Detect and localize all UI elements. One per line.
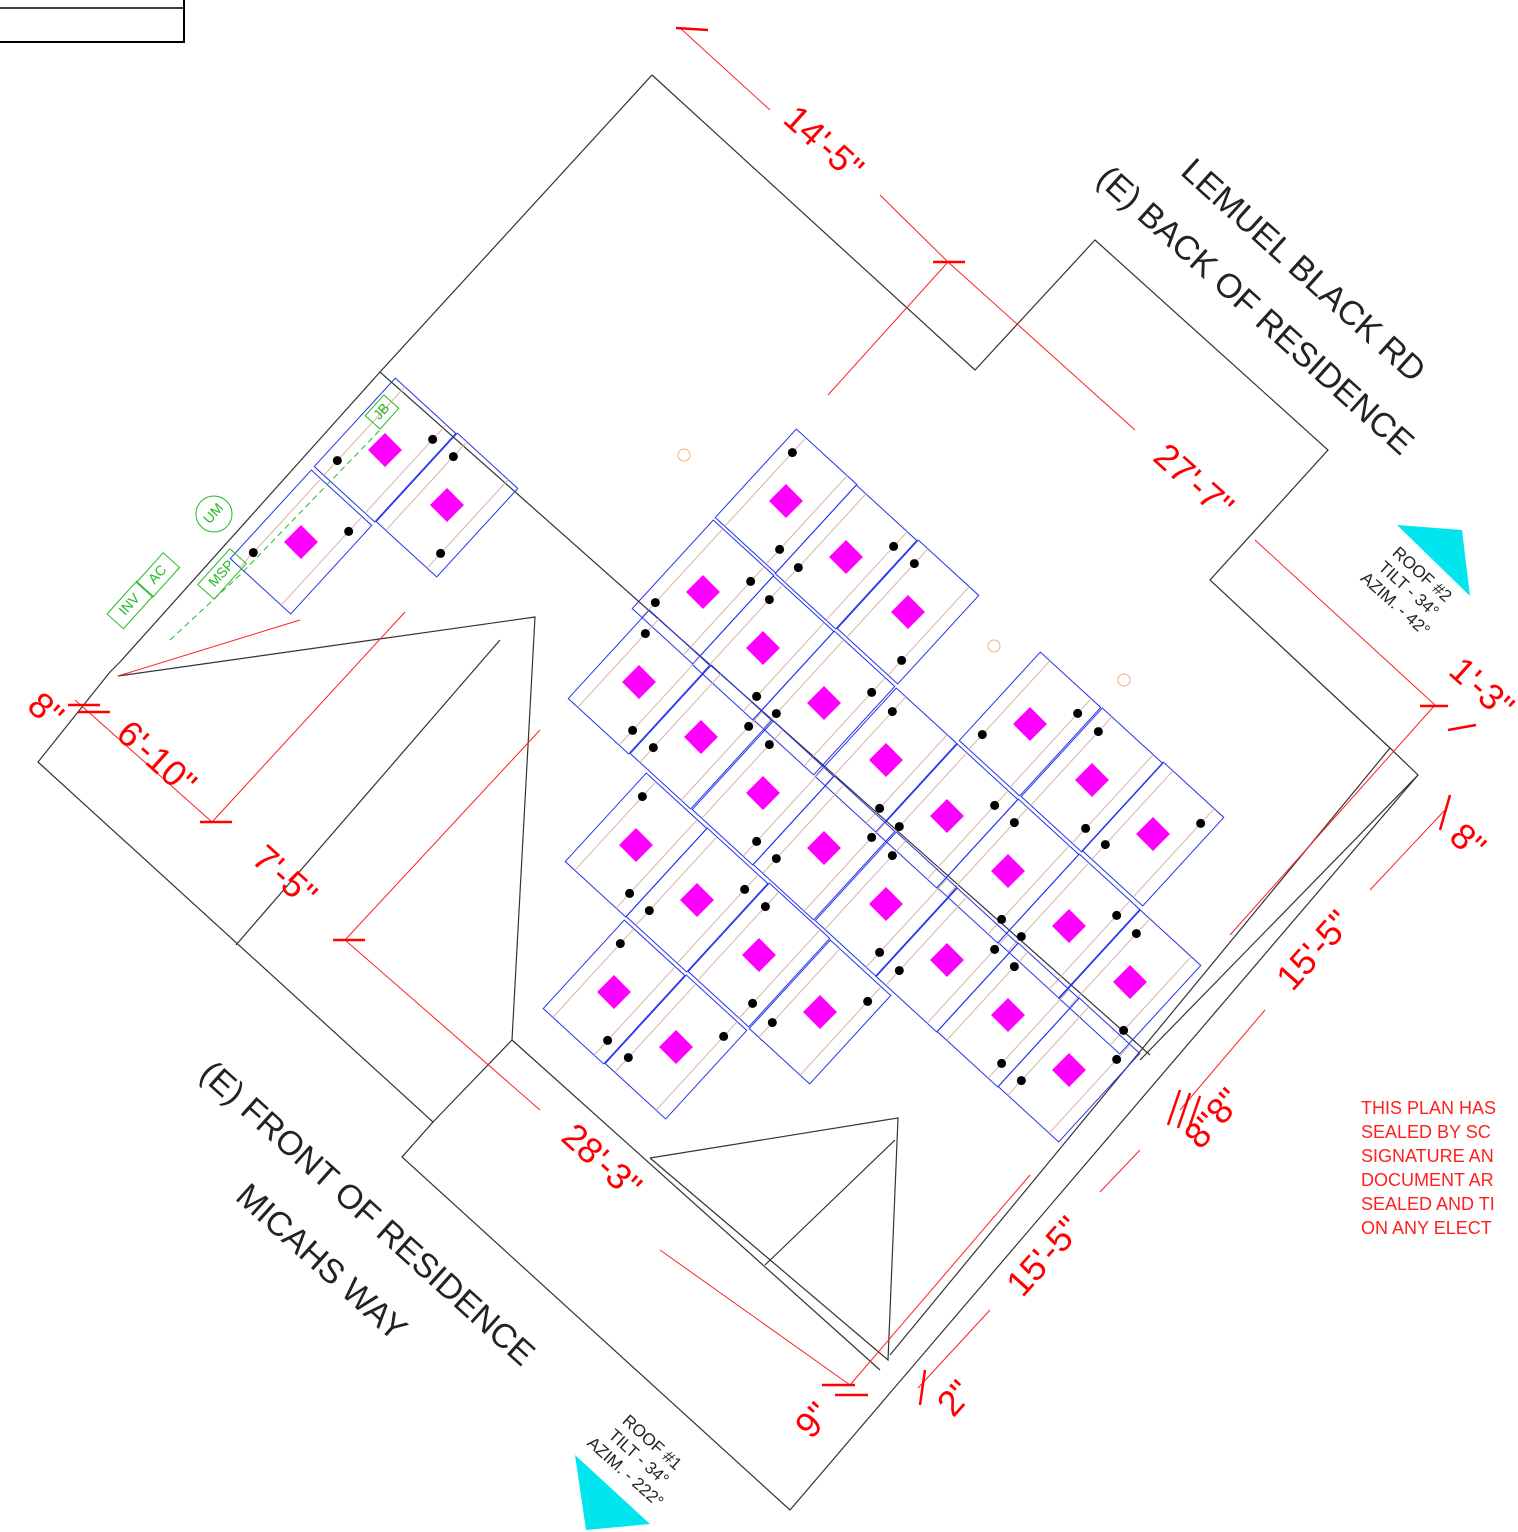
optimizer	[1052, 909, 1086, 943]
note-line: SEALED BY SC	[1361, 1122, 1491, 1142]
note: THIS PLAN HAS SEALED BY SC SIGNATURE AN DOC…	[1361, 1098, 1496, 1238]
optimizer	[1013, 707, 1047, 741]
optimizer	[622, 665, 656, 699]
optimizer	[930, 799, 964, 833]
optimizer	[769, 484, 803, 518]
note-line: SIGNATURE AN	[1361, 1146, 1494, 1166]
optimizer	[684, 720, 718, 754]
optimizer	[430, 488, 464, 522]
dimension-label: 1'-3"	[1442, 649, 1518, 727]
vent	[678, 449, 690, 461]
dimension-label: 8"	[20, 684, 72, 736]
optimizer	[1136, 817, 1170, 851]
optimizer	[619, 828, 653, 862]
note-line: DOCUMENT AR	[1361, 1170, 1494, 1190]
solar-panel	[688, 883, 830, 1027]
title-box	[0, 0, 184, 42]
solar-panel	[815, 688, 957, 832]
solar-panel	[837, 540, 979, 684]
street-label: MICAHS WAY	[229, 1176, 414, 1348]
dimension-label: 8"8"	[1176, 1080, 1250, 1156]
optimizer	[869, 743, 903, 777]
dimension-label: 15'-5"	[998, 1208, 1090, 1304]
dimension-label: 14'-5"	[776, 97, 872, 189]
optimizer	[742, 938, 776, 972]
optimizer	[930, 943, 964, 977]
solar-panel	[543, 920, 685, 1064]
optimizer	[686, 575, 720, 609]
optimizer	[659, 1030, 693, 1064]
solar-panel	[314, 378, 456, 522]
dimension-label: 2"	[929, 1372, 981, 1424]
optimizer	[891, 595, 925, 629]
equipment-label: INV	[115, 590, 143, 619]
solar-panel	[959, 652, 1101, 796]
optimizer	[1052, 1053, 1086, 1087]
optimizer	[746, 631, 780, 665]
solar-panels	[230, 378, 1224, 1142]
solar-panel	[376, 433, 518, 577]
note-line: ON ANY ELECT	[1361, 1218, 1492, 1238]
note-line: THIS PLAN HAS	[1361, 1098, 1496, 1118]
optimizer	[680, 883, 714, 917]
dimension-label: 7'-5"	[245, 837, 326, 915]
dimension-label: 9"	[787, 1394, 839, 1446]
dimension-label: 27'-7"	[1146, 435, 1242, 527]
solar-panel	[815, 832, 957, 976]
roof-plan: INV AC UM MSP JB LEMUEL BLACK RD (E) BAC…	[0, 0, 1518, 1532]
dimension-label: 8"	[1442, 815, 1494, 867]
equipment: INV AC UM MSP JB	[107, 395, 399, 640]
solar-panel	[230, 470, 372, 614]
optimizer	[803, 995, 837, 1029]
solar-panel	[568, 610, 710, 754]
dimension-label: 6'-10"	[109, 712, 205, 804]
solar-panel	[1059, 910, 1201, 1054]
note-line: SEALED AND TI	[1361, 1194, 1495, 1214]
vent	[1118, 674, 1130, 686]
optimizer	[807, 831, 841, 865]
page: {"streets": {"back_street": "LEMUEL BLAC…	[0, 0, 1518, 1532]
optimizer	[368, 433, 402, 467]
solar-panel	[749, 940, 891, 1084]
dimension-label: 28'-3"	[554, 1115, 650, 1207]
equipment-label: UM	[200, 500, 226, 527]
optimizer	[991, 998, 1025, 1032]
solar-panel	[605, 975, 747, 1119]
vent	[988, 640, 1000, 652]
optimizer	[1075, 763, 1109, 797]
optimizer	[991, 854, 1025, 888]
optimizer	[829, 540, 863, 574]
optimizer	[746, 776, 780, 810]
optimizer	[597, 975, 631, 1009]
optimizer	[869, 887, 903, 921]
dimension-label: 15'-5"	[1268, 902, 1360, 998]
dimension-labels: 14'-5" 27'-7" 1'-3" 8" 15'-5" 8"8" 15'-5" 2" 9" 2…	[20, 97, 1518, 1446]
optimizer	[284, 525, 318, 559]
optimizer	[807, 686, 841, 720]
optimizer	[1113, 965, 1147, 999]
